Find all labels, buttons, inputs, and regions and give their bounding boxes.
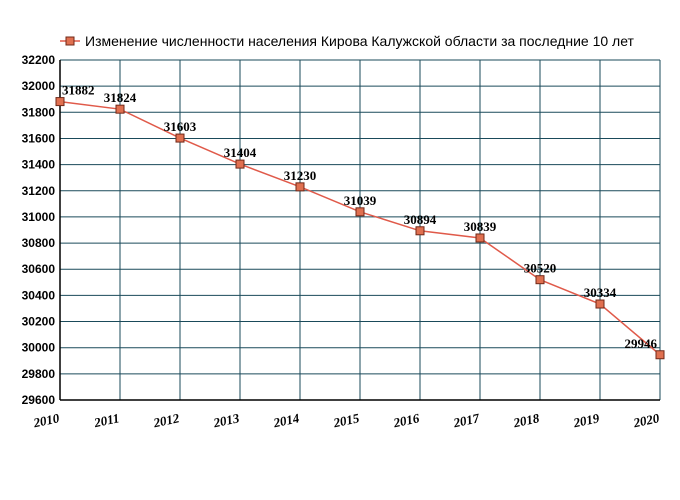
y-tick-label: 29600 xyxy=(22,393,56,407)
y-tick-label: 32000 xyxy=(22,79,56,93)
y-tick-label: 30600 xyxy=(22,262,56,276)
legend: Изменение численности населения Кирова К… xyxy=(60,33,635,49)
legend-label: Изменение численности населения Кирова К… xyxy=(85,33,635,49)
y-tick-label: 31400 xyxy=(22,158,56,172)
data-label: 31039 xyxy=(344,193,377,208)
y-tick-label: 31600 xyxy=(22,131,56,145)
x-tick-label: 2015 xyxy=(331,410,361,430)
data-label: 31824 xyxy=(104,90,137,105)
y-tick-label: 31200 xyxy=(22,184,56,198)
data-point xyxy=(295,182,305,192)
data-label: 31404 xyxy=(224,145,257,160)
y-axis-ticks: 29600 29800 30000 30200 30400 30600 30800 31000… xyxy=(22,53,56,407)
data-label: 29946 xyxy=(625,336,658,351)
y-tick-label: 30200 xyxy=(22,315,56,329)
x-tick-label: 2010 xyxy=(31,410,61,430)
data-label: 31230 xyxy=(284,168,317,183)
x-tick-label: 2019 xyxy=(571,410,601,430)
y-tick-label: 29800 xyxy=(22,367,56,381)
data-label: 31882 xyxy=(62,83,95,98)
data-label: 31603 xyxy=(164,119,197,134)
data-label: 30894 xyxy=(404,212,437,227)
data-point xyxy=(535,275,545,285)
x-tick-label: 2020 xyxy=(631,410,661,430)
y-tick-label: 30400 xyxy=(22,288,56,302)
data-point xyxy=(55,97,65,107)
x-tick-label: 2018 xyxy=(511,410,541,430)
y-tick-label: 31800 xyxy=(22,105,56,119)
data-point xyxy=(355,207,365,217)
grid xyxy=(59,59,661,401)
data-label: 30334 xyxy=(584,285,617,300)
data-labels: 31882 31824 31603 31404 31230 31039 30894 30839… xyxy=(62,83,658,351)
y-tick-label: 32200 xyxy=(22,53,56,67)
series xyxy=(55,97,665,360)
x-axis-ticks: 2010 2011 2012 2013 2014 2015 2016 2017 2018 2019… xyxy=(31,410,661,430)
x-tick-label: 2011 xyxy=(92,410,121,430)
data-point xyxy=(475,233,485,243)
legend-marker xyxy=(65,36,75,46)
data-label: 30839 xyxy=(464,219,497,234)
data-point xyxy=(115,104,125,114)
x-tick-label: 2017 xyxy=(451,410,481,430)
data-point xyxy=(655,350,665,360)
y-tick-label: 30000 xyxy=(22,341,56,355)
x-tick-label: 2013 xyxy=(211,410,241,430)
data-label: 30520 xyxy=(524,261,557,276)
data-point xyxy=(595,299,605,309)
data-point xyxy=(415,226,425,236)
x-tick-label: 2016 xyxy=(391,410,421,430)
data-point xyxy=(175,133,185,143)
y-tick-label: 30800 xyxy=(22,236,56,250)
data-point xyxy=(235,159,245,169)
x-tick-label: 2012 xyxy=(151,410,181,430)
x-tick-label: 2014 xyxy=(271,410,301,430)
y-tick-label: 31000 xyxy=(22,210,56,224)
